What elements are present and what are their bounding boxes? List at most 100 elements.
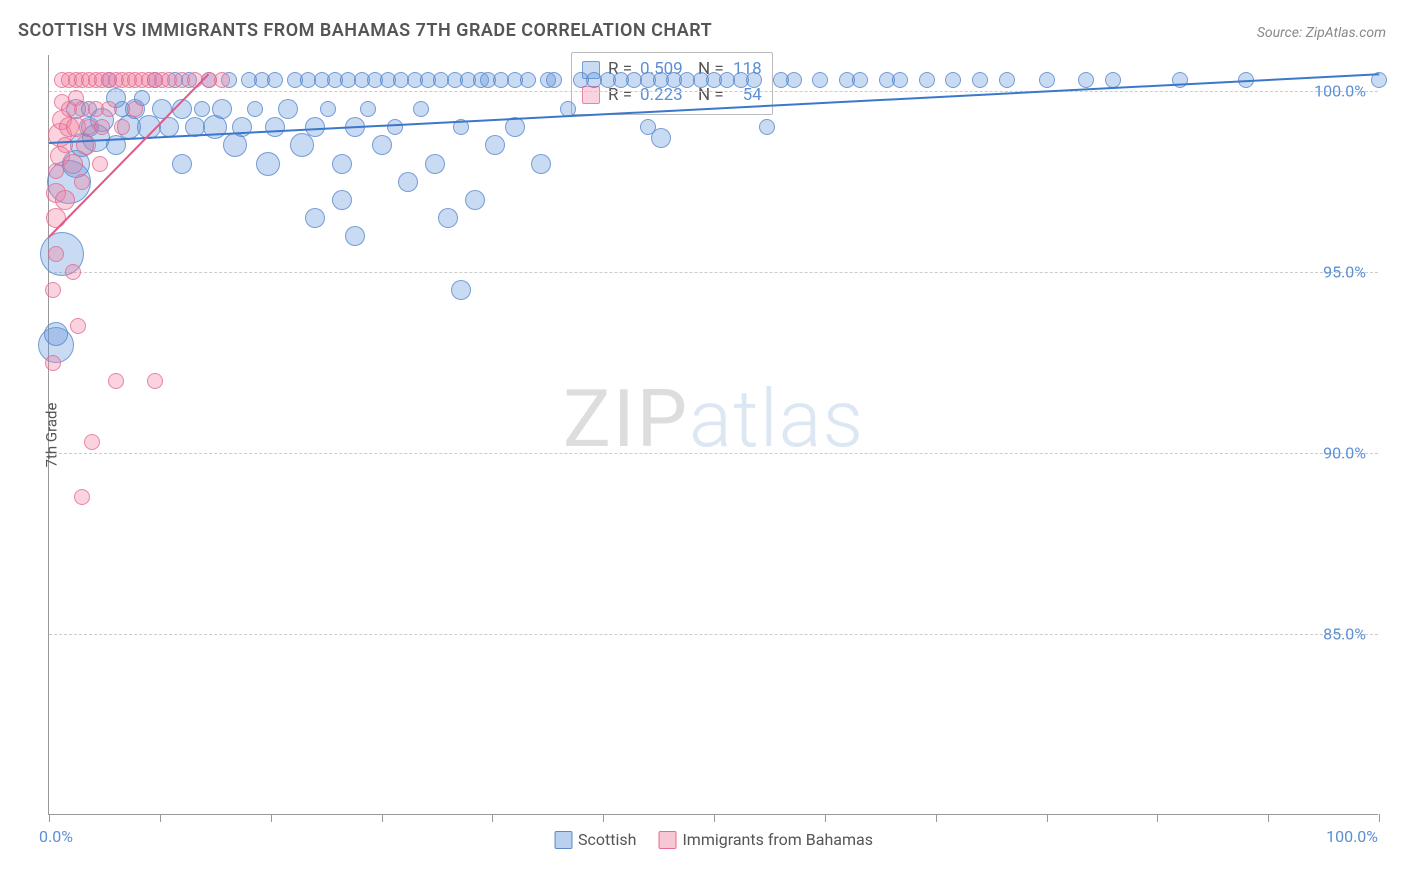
point-bahamas <box>127 101 143 117</box>
y-tick-label: 95.0% <box>1323 263 1366 282</box>
point-scottish <box>999 72 1015 88</box>
swatch-bahamas <box>582 86 600 104</box>
legend-swatch-bahamas <box>658 831 676 849</box>
point-scottish <box>465 190 485 210</box>
point-scottish <box>1172 72 1188 88</box>
point-scottish <box>172 154 192 174</box>
x-tick <box>49 814 50 822</box>
point-scottish <box>505 117 525 137</box>
x-tick <box>160 814 161 822</box>
point-bahamas <box>74 174 90 190</box>
series-legend: Scottish Immigrants from Bahamas <box>554 830 873 849</box>
point-scottish <box>485 135 505 155</box>
point-scottish <box>759 119 775 135</box>
point-scottish <box>651 128 671 148</box>
point-scottish <box>812 72 828 88</box>
point-bahamas <box>74 489 90 505</box>
point-scottish <box>332 154 352 174</box>
point-scottish <box>520 72 536 88</box>
gridline <box>49 272 1378 273</box>
point-scottish <box>945 72 961 88</box>
point-bahamas <box>55 190 75 210</box>
point-bahamas <box>45 282 61 298</box>
y-axis-title: 7th Grade <box>42 402 60 467</box>
x-tick <box>936 814 937 822</box>
chart-title: SCOTTISH VS IMMIGRANTS FROM BAHAMAS 7TH … <box>18 20 712 41</box>
point-scottish <box>360 101 376 117</box>
point-scottish <box>1039 72 1055 88</box>
y-tick-label: 100.0% <box>1314 82 1366 101</box>
point-bahamas <box>48 246 64 262</box>
point-scottish <box>786 72 802 88</box>
point-bahamas <box>65 264 81 280</box>
x-axis-min-label: 0.0% <box>39 827 73 846</box>
y-tick-label: 85.0% <box>1323 625 1366 644</box>
point-scottish <box>892 72 908 88</box>
point-bahamas <box>114 119 130 135</box>
point-scottish <box>746 72 762 88</box>
chart-container: SCOTTISH VS IMMIGRANTS FROM BAHAMAS 7TH … <box>0 0 1406 892</box>
point-scottish <box>345 226 365 246</box>
point-scottish <box>152 99 172 119</box>
point-scottish <box>387 119 403 135</box>
point-bahamas <box>76 135 96 155</box>
point-scottish <box>212 99 232 119</box>
point-scottish <box>531 154 551 174</box>
point-bahamas <box>101 101 117 117</box>
source-attribution: Source: ZipAtlas.com <box>1257 25 1386 41</box>
point-scottish <box>919 72 935 88</box>
x-tick <box>825 814 826 822</box>
y-tick-label: 90.0% <box>1323 444 1366 463</box>
point-scottish <box>320 101 336 117</box>
plot-area: 7th Grade ZIPatlas R = 0.509 N = 118 R =… <box>48 55 1378 815</box>
point-scottish <box>194 101 210 117</box>
point-scottish <box>44 322 68 346</box>
point-bahamas <box>70 318 86 334</box>
x-tick <box>492 814 493 822</box>
point-scottish <box>972 72 988 88</box>
x-tick <box>603 814 604 822</box>
gridline <box>49 91 1378 92</box>
point-bahamas <box>92 156 108 172</box>
x-tick <box>1047 814 1048 822</box>
x-tick <box>714 814 715 822</box>
point-scottish <box>438 208 458 228</box>
point-scottish <box>451 280 471 300</box>
x-tick <box>271 814 272 822</box>
point-scottish <box>247 101 263 117</box>
point-scottish <box>290 133 314 157</box>
point-scottish <box>425 154 445 174</box>
legend-item-bahamas: Immigrants from Bahamas <box>658 830 873 849</box>
point-scottish <box>852 72 868 88</box>
point-bahamas <box>214 72 230 88</box>
point-scottish <box>372 135 392 155</box>
gridline <box>49 453 1378 454</box>
x-tick <box>1379 814 1380 822</box>
legend-label-bahamas: Immigrants from Bahamas <box>682 830 873 849</box>
point-bahamas <box>45 355 61 371</box>
point-bahamas <box>147 373 163 389</box>
x-axis-max-label: 100.0% <box>1326 827 1378 846</box>
point-scottish <box>256 152 280 176</box>
point-scottish <box>413 101 429 117</box>
point-bahamas <box>84 434 100 450</box>
legend-swatch-scottish <box>554 831 572 849</box>
gridline <box>49 634 1378 635</box>
point-scottish <box>332 190 352 210</box>
point-scottish <box>1078 72 1094 88</box>
x-tick <box>1157 814 1158 822</box>
legend-label-scottish: Scottish <box>578 830 636 849</box>
point-bahamas <box>108 373 124 389</box>
point-bahamas <box>46 208 66 228</box>
x-tick <box>1268 814 1269 822</box>
x-tick <box>382 814 383 822</box>
point-scottish <box>305 208 325 228</box>
point-scottish <box>265 117 285 137</box>
point-scottish <box>398 172 418 192</box>
point-scottish <box>267 72 283 88</box>
point-bahamas <box>94 119 110 135</box>
point-bahamas <box>63 154 83 174</box>
legend-item-scottish: Scottish <box>554 830 636 849</box>
point-scottish <box>546 72 562 88</box>
point-scottish <box>278 99 298 119</box>
